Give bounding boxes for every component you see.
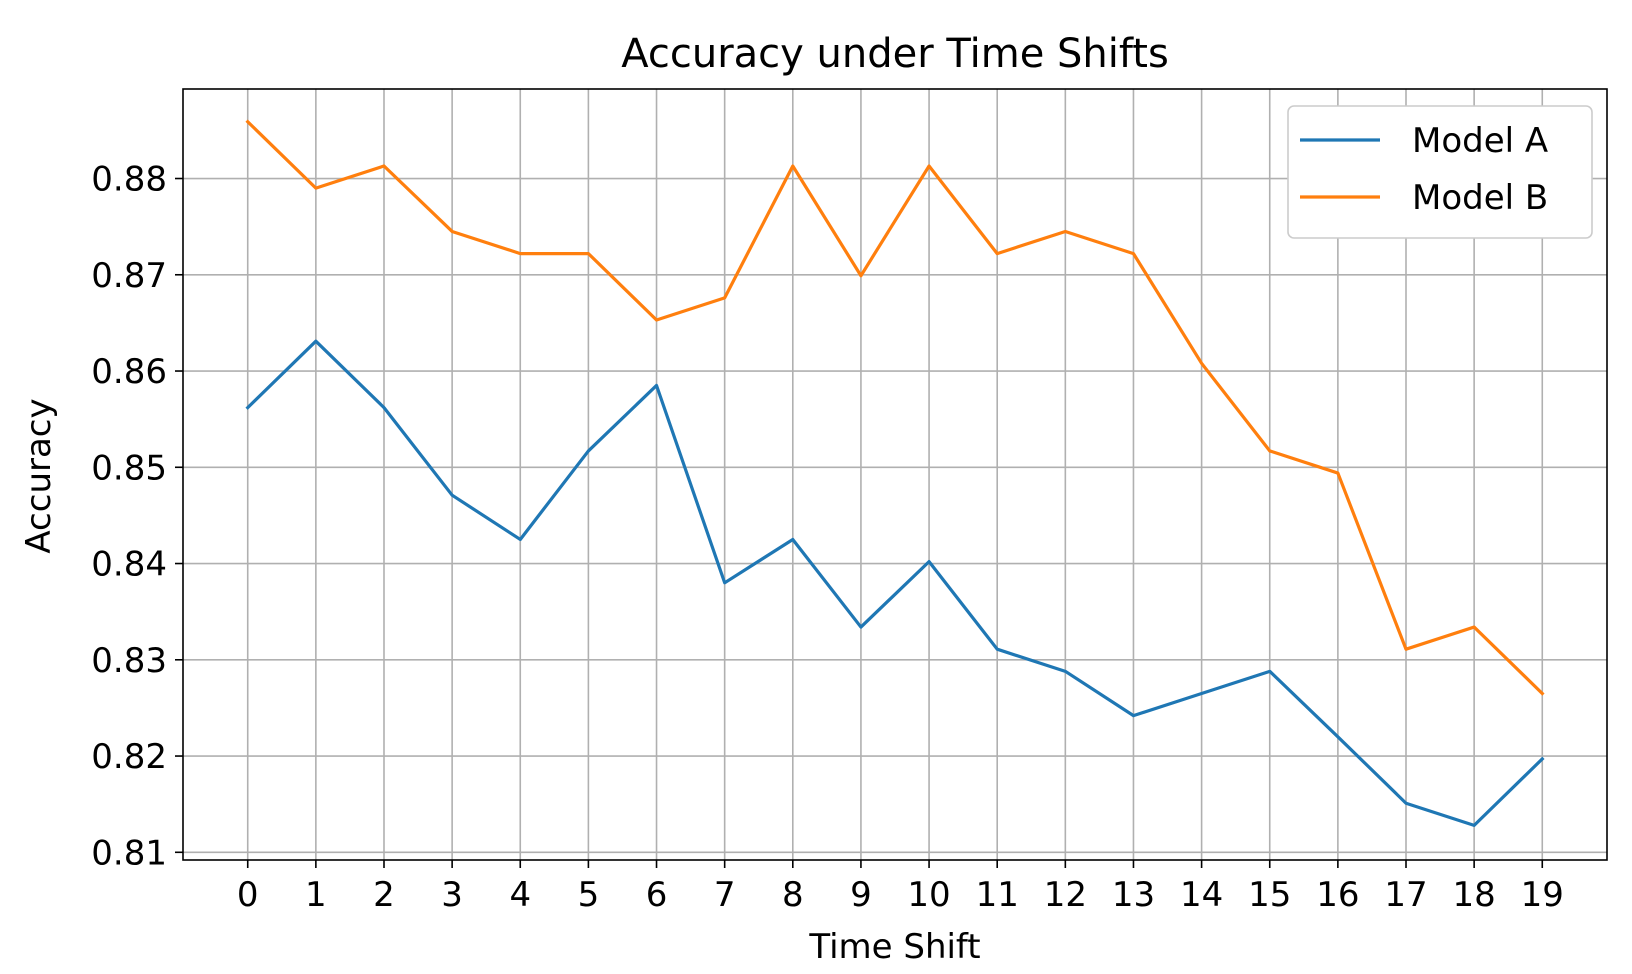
x-axis-label: Time Shift: [808, 927, 980, 967]
x-tick-label: 6: [646, 875, 668, 915]
x-tick-label: 8: [782, 875, 804, 915]
y-tick-label: 0.83: [91, 641, 167, 681]
x-tick-label: 17: [1384, 875, 1427, 915]
y-tick-label: 0.88: [91, 160, 167, 200]
x-tick-label: 10: [907, 875, 950, 915]
x-axis-ticks: 0 1 2 3 4 5 6 7 8 9 10 11 12 13 14 15 16 17 18 19: [237, 860, 1564, 915]
x-tick-label: 16: [1316, 875, 1359, 915]
x-tick-label: 18: [1453, 875, 1496, 915]
x-tick-label: 4: [509, 875, 531, 915]
legend-label-model-a: Model A: [1412, 121, 1548, 161]
x-tick-label: 7: [714, 875, 736, 915]
x-tick-label: 13: [1112, 875, 1155, 915]
series-line-model-a: [245, 339, 1545, 827]
x-tick-label: 2: [373, 875, 395, 915]
x-tick-label: 19: [1521, 875, 1564, 915]
x-tick-label: 1: [305, 875, 327, 915]
x-tick-label: 15: [1248, 875, 1291, 915]
chart-title: Accuracy under Time Shifts: [621, 31, 1169, 77]
series-lines: [245, 119, 1545, 827]
x-tick-label: 5: [578, 875, 600, 915]
series-line-model-b: [245, 119, 1545, 696]
legend: Model A Model B: [1287, 105, 1593, 239]
x-tick-label: 0: [237, 875, 259, 915]
y-tick-label: 0.81: [91, 833, 167, 873]
grid: [183, 89, 1607, 860]
plot-frame: [182, 88, 1608, 861]
x-tick-label: 14: [1180, 875, 1223, 915]
y-axis-label: Accuracy: [19, 398, 59, 553]
y-tick-label: 0.86: [91, 352, 167, 392]
y-tick-label: 0.85: [91, 448, 167, 488]
legend-label-model-b: Model B: [1412, 178, 1548, 218]
x-tick-label: 3: [441, 875, 463, 915]
y-tick-label: 0.82: [91, 737, 167, 777]
x-tick-label: 12: [1044, 875, 1087, 915]
y-axis-ticks: 0.81 0.82 0.83 0.84 0.85 0.86 0.87 0.88: [91, 160, 183, 873]
y-tick-label: 0.87: [91, 256, 167, 296]
x-tick-label: 11: [976, 875, 1019, 915]
y-tick-label: 0.84: [91, 545, 167, 585]
x-tick-label: 9: [850, 875, 872, 915]
